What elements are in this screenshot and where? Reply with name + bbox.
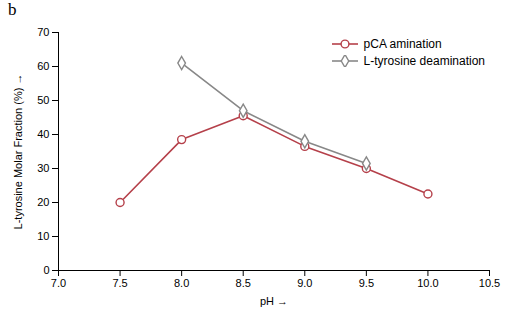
svg-text:10.0: 10.0: [417, 277, 438, 289]
html-text:L-tyrosine deamination: L-tyrosine deamination: [363, 54, 485, 68]
svg-text:8.5: 8.5: [236, 277, 251, 289]
svg-text:60: 60: [37, 60, 49, 72]
svg-text:10.5: 10.5: [479, 277, 500, 289]
svg-text:8.0: 8.0: [174, 277, 189, 289]
svg-text:7.0: 7.0: [51, 277, 66, 289]
svg-text:40: 40: [37, 128, 49, 140]
svg-text:20: 20: [37, 196, 49, 208]
svg-text:L-tyrosine Molar Fraction (%): L-tyrosine Molar Fraction (%) →: [12, 74, 24, 230]
svg-text:10: 10: [37, 230, 49, 242]
svg-text:50: 50: [37, 94, 49, 106]
svg-text:0: 0: [43, 264, 49, 276]
html-text:pCA amination: pCA amination: [363, 37, 442, 51]
svg-text:9.0: 9.0: [297, 277, 312, 289]
html-text:b: b: [8, 0, 17, 19]
svg-text:pH →: pH →: [260, 295, 288, 307]
svg-text:7.5: 7.5: [112, 277, 127, 289]
svg-text:9.5: 9.5: [359, 277, 374, 289]
svg-text:70: 70: [37, 26, 49, 38]
svg-text:30: 30: [37, 162, 49, 174]
